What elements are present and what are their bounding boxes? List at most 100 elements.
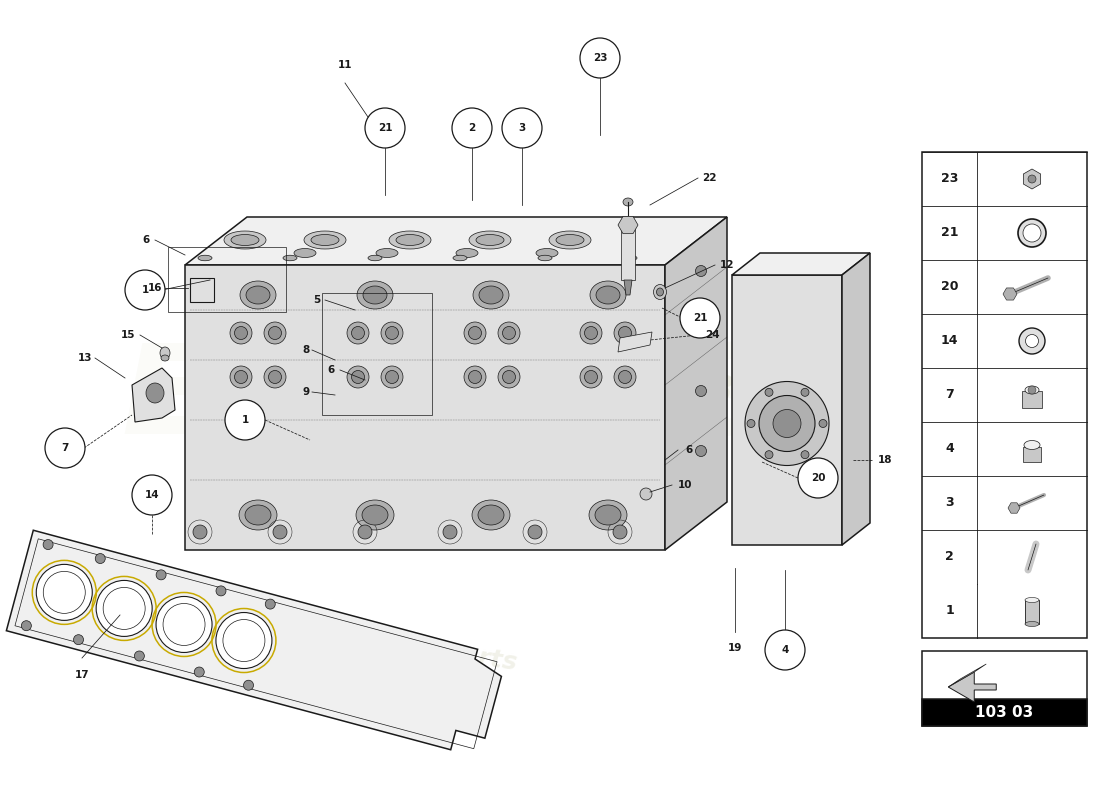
Ellipse shape bbox=[160, 347, 170, 359]
Circle shape bbox=[820, 419, 827, 427]
Circle shape bbox=[798, 458, 838, 498]
Bar bbox=[322, 293, 432, 415]
Ellipse shape bbox=[556, 234, 584, 246]
Text: 14: 14 bbox=[940, 334, 958, 347]
Circle shape bbox=[132, 475, 172, 515]
Ellipse shape bbox=[473, 281, 509, 309]
Circle shape bbox=[695, 386, 706, 397]
Ellipse shape bbox=[245, 505, 271, 525]
Ellipse shape bbox=[580, 322, 602, 344]
Circle shape bbox=[192, 525, 207, 539]
Ellipse shape bbox=[352, 370, 364, 383]
Ellipse shape bbox=[657, 288, 663, 296]
Bar bbox=[922, 651, 1087, 726]
Text: 23: 23 bbox=[940, 173, 958, 186]
Ellipse shape bbox=[590, 281, 626, 309]
Text: 103 03: 103 03 bbox=[976, 705, 1034, 720]
Polygon shape bbox=[132, 368, 175, 422]
Ellipse shape bbox=[580, 366, 602, 388]
Ellipse shape bbox=[376, 249, 398, 258]
Text: 17: 17 bbox=[75, 670, 89, 680]
Circle shape bbox=[45, 428, 85, 468]
Ellipse shape bbox=[1025, 598, 1040, 602]
Text: 7: 7 bbox=[945, 389, 954, 402]
Ellipse shape bbox=[503, 370, 516, 383]
Ellipse shape bbox=[239, 500, 277, 530]
Text: 21: 21 bbox=[940, 226, 958, 239]
Ellipse shape bbox=[389, 231, 431, 249]
Circle shape bbox=[96, 554, 106, 563]
Circle shape bbox=[226, 400, 265, 440]
Circle shape bbox=[443, 525, 456, 539]
Circle shape bbox=[265, 599, 275, 609]
Text: 14: 14 bbox=[145, 490, 160, 500]
Circle shape bbox=[1028, 175, 1036, 183]
Text: 8: 8 bbox=[302, 345, 310, 355]
Circle shape bbox=[216, 613, 272, 669]
Circle shape bbox=[452, 108, 492, 148]
Ellipse shape bbox=[264, 366, 286, 388]
Circle shape bbox=[243, 680, 253, 690]
Polygon shape bbox=[1023, 169, 1041, 189]
Ellipse shape bbox=[366, 119, 378, 131]
Ellipse shape bbox=[230, 366, 252, 388]
Polygon shape bbox=[732, 275, 842, 545]
Ellipse shape bbox=[472, 500, 510, 530]
Bar bbox=[922, 699, 1087, 726]
Circle shape bbox=[195, 667, 205, 677]
Ellipse shape bbox=[264, 322, 286, 344]
Circle shape bbox=[216, 586, 225, 596]
Bar bbox=[1023, 447, 1041, 462]
Ellipse shape bbox=[234, 370, 248, 383]
Ellipse shape bbox=[381, 366, 403, 388]
Bar bbox=[168, 247, 286, 312]
Ellipse shape bbox=[538, 255, 552, 261]
Ellipse shape bbox=[304, 231, 346, 249]
Ellipse shape bbox=[618, 326, 631, 339]
Circle shape bbox=[358, 525, 372, 539]
Circle shape bbox=[580, 38, 620, 78]
Text: 4: 4 bbox=[781, 645, 789, 655]
Circle shape bbox=[273, 525, 287, 539]
Text: 1: 1 bbox=[241, 415, 249, 425]
Ellipse shape bbox=[268, 326, 282, 339]
Text: 4: 4 bbox=[945, 442, 954, 455]
Text: 6: 6 bbox=[685, 445, 692, 455]
Text: 20: 20 bbox=[940, 281, 958, 294]
Polygon shape bbox=[185, 217, 727, 265]
Ellipse shape bbox=[368, 122, 375, 129]
Ellipse shape bbox=[588, 500, 627, 530]
Circle shape bbox=[695, 266, 706, 277]
Ellipse shape bbox=[1023, 224, 1041, 242]
Circle shape bbox=[764, 388, 773, 396]
Ellipse shape bbox=[536, 249, 558, 258]
Text: EUROPES: EUROPES bbox=[122, 339, 778, 461]
Ellipse shape bbox=[498, 322, 520, 344]
Text: 12: 12 bbox=[720, 260, 735, 270]
Ellipse shape bbox=[478, 286, 503, 304]
Ellipse shape bbox=[584, 326, 597, 339]
Ellipse shape bbox=[368, 255, 382, 261]
Circle shape bbox=[695, 446, 706, 457]
Circle shape bbox=[156, 570, 166, 580]
Ellipse shape bbox=[614, 322, 636, 344]
Text: 1: 1 bbox=[142, 285, 148, 295]
Bar bbox=[1025, 600, 1040, 624]
Ellipse shape bbox=[476, 234, 504, 246]
Text: 3: 3 bbox=[518, 123, 526, 133]
Ellipse shape bbox=[294, 249, 316, 258]
Circle shape bbox=[21, 621, 32, 630]
Ellipse shape bbox=[356, 500, 394, 530]
Circle shape bbox=[156, 597, 212, 653]
Ellipse shape bbox=[623, 198, 632, 206]
Circle shape bbox=[640, 488, 652, 500]
Ellipse shape bbox=[503, 326, 516, 339]
Text: 23: 23 bbox=[593, 53, 607, 63]
Text: since 1985: since 1985 bbox=[539, 348, 760, 412]
Text: 1: 1 bbox=[945, 605, 954, 618]
Circle shape bbox=[502, 108, 542, 148]
Ellipse shape bbox=[453, 255, 468, 261]
Text: 10: 10 bbox=[678, 480, 693, 490]
Ellipse shape bbox=[623, 255, 637, 261]
Circle shape bbox=[36, 564, 92, 620]
